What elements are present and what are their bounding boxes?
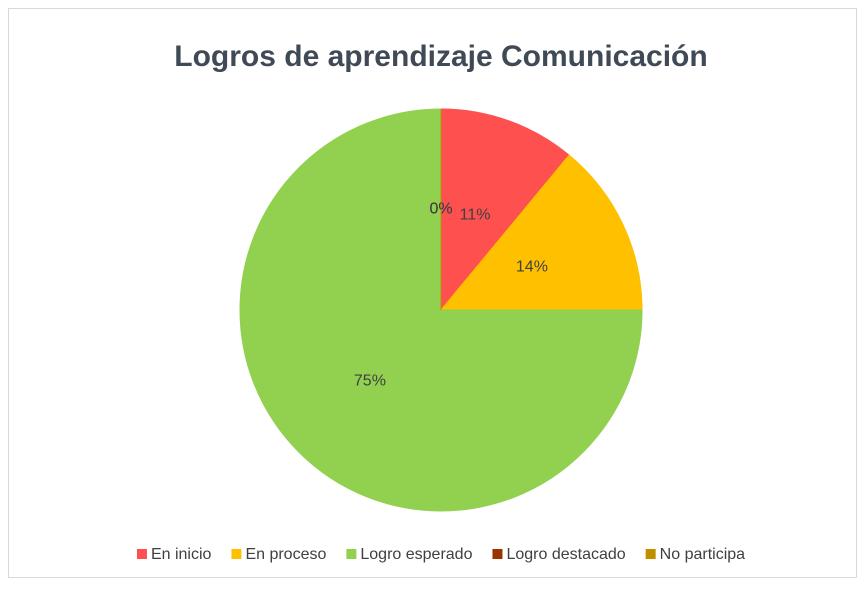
legend-swatch	[231, 549, 242, 559]
legend-swatch	[136, 549, 147, 559]
legend-swatch	[346, 549, 357, 559]
legend-swatch	[645, 549, 656, 559]
data-label: 11%	[460, 207, 491, 224]
legend-label: En inicio	[151, 546, 212, 563]
data-label: 0%	[429, 201, 452, 218]
chart-title: Logros de aprendizaje Comunicación	[174, 40, 707, 73]
data-label: 0%	[429, 201, 452, 218]
pie-slice	[439, 154, 643, 311]
legend-label: No participa	[660, 546, 745, 563]
data-label: 75%	[354, 372, 386, 389]
legend-label: En proceso	[245, 546, 326, 563]
legend-swatch	[492, 549, 503, 559]
legend: En inicio En proceso Logro esperado Logro d…	[136, 546, 745, 563]
legend-label: Logro esperado	[360, 546, 472, 563]
data-label: 14%	[516, 258, 548, 275]
legend-label: Logro destacado	[506, 546, 625, 563]
pie-slice	[440, 108, 570, 312]
